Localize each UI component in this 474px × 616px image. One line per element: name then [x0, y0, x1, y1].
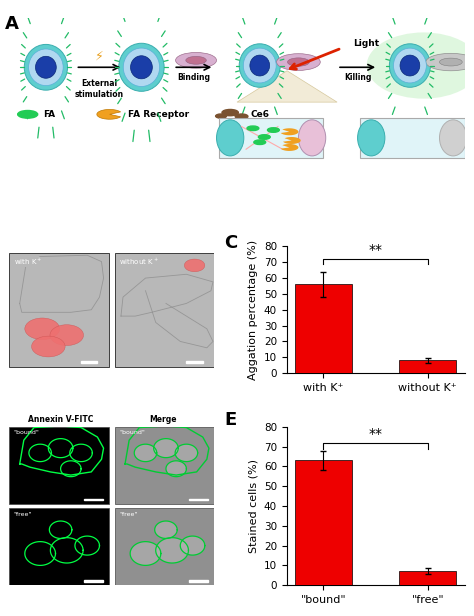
Text: **: ** [369, 427, 383, 440]
Ellipse shape [357, 120, 385, 156]
Circle shape [247, 126, 259, 131]
Ellipse shape [119, 43, 164, 91]
Bar [295, 460, 352, 585]
Text: "bound": "bound" [119, 430, 145, 435]
Bar [84, 580, 102, 582]
Bar [190, 498, 208, 500]
Text: Annexin V-FITC: Annexin V-FITC [28, 415, 93, 424]
Ellipse shape [130, 541, 161, 565]
Ellipse shape [393, 48, 426, 83]
Bar [399, 571, 456, 585]
Y-axis label: Stained cells (%): Stained cells (%) [248, 459, 258, 553]
Text: ⚡: ⚡ [95, 49, 103, 62]
Circle shape [267, 128, 279, 132]
Bar [115, 508, 214, 585]
Wedge shape [281, 144, 299, 151]
Ellipse shape [184, 259, 205, 272]
Text: "bound": "bound" [14, 430, 39, 435]
Ellipse shape [166, 461, 186, 477]
Ellipse shape [24, 44, 67, 90]
Ellipse shape [123, 48, 160, 86]
Ellipse shape [239, 44, 280, 87]
Ellipse shape [32, 336, 65, 357]
Ellipse shape [400, 55, 420, 76]
Ellipse shape [186, 57, 206, 64]
Circle shape [222, 110, 238, 116]
Ellipse shape [36, 56, 56, 78]
Bar [81, 362, 98, 363]
Bar [186, 362, 203, 363]
Ellipse shape [277, 54, 320, 70]
Text: External
stimulation: External stimulation [74, 79, 124, 99]
Text: "free": "free" [14, 511, 32, 517]
Ellipse shape [439, 120, 467, 156]
Ellipse shape [134, 444, 157, 461]
Text: E: E [224, 411, 237, 429]
Text: Light: Light [353, 39, 379, 48]
Text: $^1$O$_2$: $^1$O$_2$ [405, 132, 420, 147]
Ellipse shape [25, 318, 60, 339]
Circle shape [235, 114, 248, 119]
Text: Ce6: Ce6 [251, 110, 270, 119]
Y-axis label: Aggation percentage (%): Aggation percentage (%) [248, 240, 258, 380]
Ellipse shape [50, 325, 83, 346]
Circle shape [18, 110, 38, 118]
Circle shape [258, 135, 270, 139]
Wedge shape [97, 110, 120, 120]
Bar [84, 498, 102, 500]
Text: without K$^+$: without K$^+$ [119, 256, 159, 267]
Bar [190, 580, 208, 582]
Bar [9, 427, 109, 504]
Text: A: A [5, 15, 19, 33]
Bar [115, 253, 214, 367]
Text: C: C [224, 233, 237, 252]
Ellipse shape [175, 444, 198, 461]
Text: Merge: Merge [149, 415, 177, 424]
Wedge shape [283, 137, 301, 144]
Ellipse shape [299, 120, 326, 156]
Ellipse shape [156, 538, 189, 563]
Polygon shape [237, 71, 337, 102]
Ellipse shape [217, 120, 244, 156]
Text: with K$^+$: with K$^+$ [14, 256, 42, 267]
Ellipse shape [28, 49, 63, 86]
Text: "free": "free" [119, 511, 137, 517]
Bar [295, 285, 352, 373]
Text: $^1$O$_2$: $^1$O$_2$ [405, 119, 420, 132]
Bar [219, 118, 323, 158]
Circle shape [216, 114, 227, 118]
Circle shape [254, 140, 265, 145]
Wedge shape [281, 128, 299, 136]
Bar [9, 253, 109, 367]
Ellipse shape [288, 58, 310, 67]
Text: Killing: Killing [344, 73, 371, 83]
Text: **: ** [369, 243, 383, 257]
Text: Binding: Binding [177, 73, 210, 83]
Bar [9, 508, 109, 585]
Bar [360, 118, 465, 158]
Ellipse shape [180, 536, 205, 555]
Ellipse shape [175, 52, 217, 68]
Ellipse shape [155, 521, 177, 538]
Ellipse shape [439, 58, 462, 66]
Ellipse shape [250, 55, 270, 76]
Ellipse shape [389, 44, 430, 87]
Ellipse shape [243, 48, 276, 83]
Text: FA: FA [44, 110, 56, 119]
Ellipse shape [154, 439, 178, 458]
Text: FA Receptor: FA Receptor [128, 110, 189, 119]
Bar [115, 427, 214, 504]
Ellipse shape [367, 33, 474, 99]
Ellipse shape [130, 56, 152, 79]
Bar [399, 360, 456, 373]
Ellipse shape [426, 54, 474, 71]
